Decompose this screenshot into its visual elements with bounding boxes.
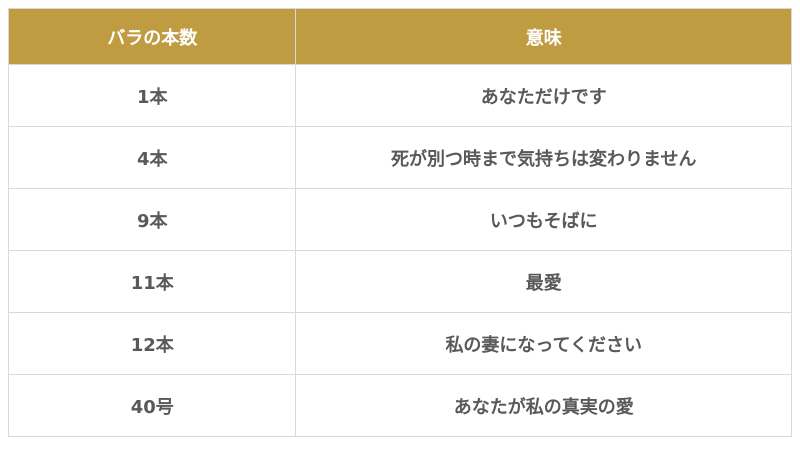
table-header: バラの本数 意味 [7, 8, 792, 65]
rose-count-cell: 12本 [7, 312, 297, 375]
table-row: 40号 あなたが私の真実の愛 [7, 374, 792, 437]
header-cell-rose-count: バラの本数 [7, 8, 297, 65]
rose-meaning-table: バラの本数 意味 1本 あなただけです 4本 死が別つ時まで気持ちは変わりません… [7, 8, 792, 437]
table-row: 12本 私の妻になってください [7, 312, 792, 375]
table-row: 1本 あなただけです [7, 64, 792, 127]
meaning-cell: 私の妻になってください [295, 312, 792, 375]
header-row: バラの本数 意味 [7, 8, 792, 65]
table-body: 1本 あなただけです 4本 死が別つ時まで気持ちは変わりません 9本 いつもそば… [7, 64, 792, 437]
meaning-cell: あなたが私の真実の愛 [295, 374, 792, 437]
rose-count-cell: 4本 [7, 126, 297, 189]
rose-count-cell: 40号 [7, 374, 297, 437]
table-row: 4本 死が別つ時まで気持ちは変わりません [7, 126, 792, 189]
rose-count-cell: 9本 [7, 188, 297, 251]
header-cell-meaning: 意味 [295, 8, 792, 65]
rose-count-cell: 11本 [7, 250, 297, 313]
meaning-cell: 死が別つ時まで気持ちは変わりません [295, 126, 792, 189]
table-row: 9本 いつもそばに [7, 188, 792, 251]
meaning-cell: あなただけです [295, 64, 792, 127]
rose-count-cell: 1本 [7, 64, 297, 127]
meaning-cell: 最愛 [295, 250, 792, 313]
table-row: 11本 最愛 [7, 250, 792, 313]
meaning-cell: いつもそばに [295, 188, 792, 251]
